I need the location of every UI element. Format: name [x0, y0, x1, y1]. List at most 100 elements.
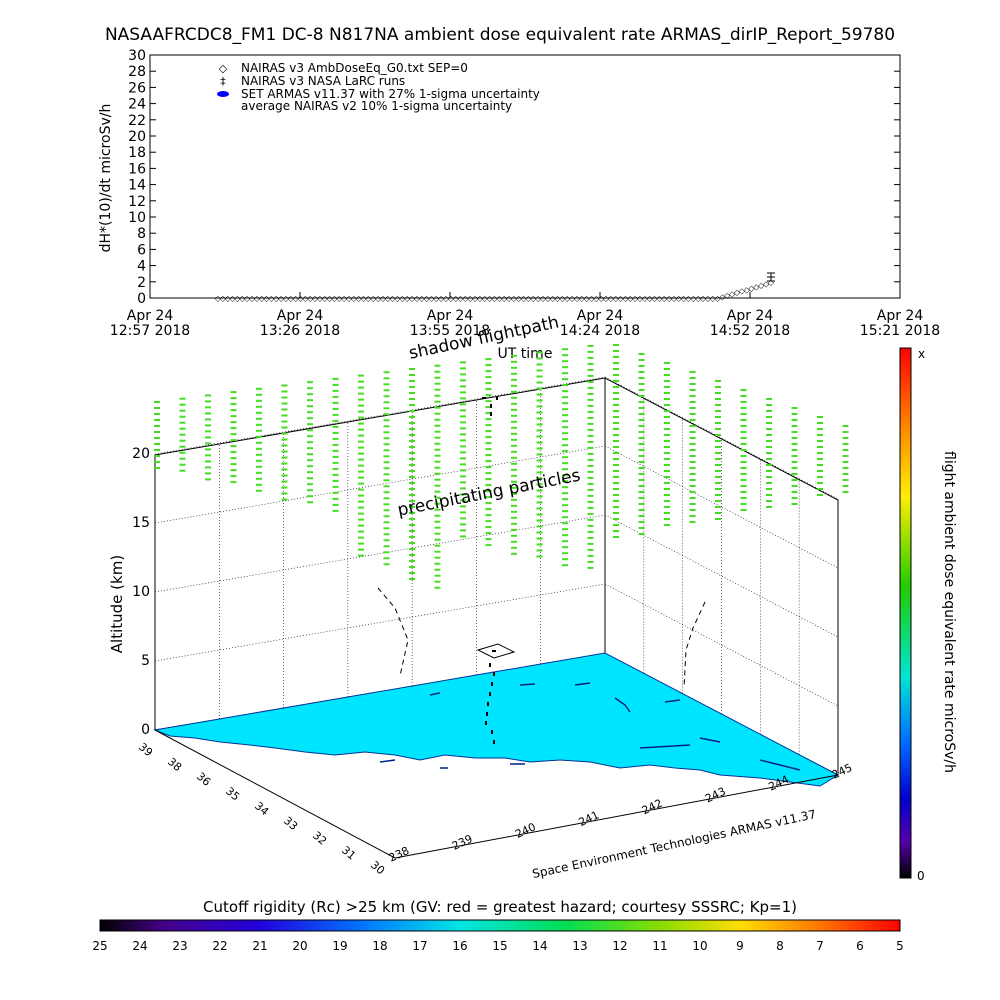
- x-tick-time: 15:21 2018: [860, 323, 940, 339]
- cutoff-tick-label: 11: [652, 939, 667, 953]
- data-point: ◇: [356, 294, 363, 303]
- legend-entry-armas: SET ARMAS v11.37 with 27% 1-sigma uncert…: [241, 87, 540, 101]
- data-point: ◇: [681, 294, 688, 303]
- altitude-tick: 20: [132, 446, 150, 462]
- shadow-flightpath-line: [377, 587, 706, 689]
- data-point: ◇: [593, 294, 600, 303]
- data-point: ◇: [603, 294, 610, 303]
- longitude-tick: 238: [387, 844, 412, 865]
- timeseries-data-points: ◇◇◇◇◇◇◇◇◇◇◇◇◇◇◇◇◇◇◇◇◇◇◇◇◇◇◇◇◇◇◇◇◇◇◇◇◇◇◇◇…: [215, 278, 775, 303]
- latitude-tick: 31: [339, 844, 358, 863]
- chart-title: NASAAFRCDC8_FM1 DC-8 N817NA ambient dose…: [105, 25, 895, 45]
- data-point: ◇: [438, 294, 445, 303]
- x-tick-date: Apr 24: [577, 308, 624, 324]
- data-point: ◇: [719, 293, 726, 302]
- latitude-tick: 30: [368, 858, 387, 877]
- y-tick-label: 28: [128, 64, 146, 80]
- data-point: ◇: [423, 294, 430, 303]
- data-point: ◇: [385, 294, 392, 303]
- data-point: ◇: [360, 294, 367, 303]
- y-tick-label: 26: [128, 80, 146, 96]
- data-point: ◇: [496, 294, 503, 303]
- data-point: ◇: [254, 294, 261, 303]
- data-point: ◇: [651, 294, 658, 303]
- altitude-label: Altitude (km): [108, 555, 126, 653]
- data-point: ◇: [225, 294, 232, 303]
- x-tick-time: 14:52 2018: [710, 323, 790, 339]
- legend-symbol-blue-dot: [217, 91, 229, 97]
- x-tick-time: 12:57 2018: [110, 323, 190, 339]
- right-wall-grid: [604, 376, 839, 755]
- flightpath-points: [476, 396, 516, 744]
- cutoff-tick-label: 8: [776, 939, 784, 953]
- data-point: ◇: [501, 294, 508, 303]
- x-tick-time: 13:26 2018: [260, 323, 340, 339]
- armas-credit: Space Environment Technologies ARMAS v11…: [531, 807, 817, 881]
- data-point: ◇: [346, 294, 353, 303]
- colorbar-top-label: x: [918, 347, 925, 361]
- data-point: ◇: [487, 294, 494, 303]
- data-point: ◇: [637, 294, 644, 303]
- data-point: ◇: [331, 294, 338, 303]
- front-left-axis: [154, 729, 396, 859]
- data-point: ◇: [569, 294, 576, 303]
- x-tick-date: Apr 24: [277, 308, 324, 324]
- x-tick-date: Apr 24: [727, 308, 774, 324]
- data-point: ◇: [724, 291, 731, 300]
- colorbar-label: flight ambient dose equivalent rate micr…: [941, 451, 957, 773]
- dose-rate-columns: [154, 344, 849, 589]
- data-point: ◇: [462, 294, 469, 303]
- altitude-tick: 10: [132, 584, 150, 600]
- legend-entry-nairas-v2: average NAIRAS v2 10% 1-sigma uncertaint…: [241, 99, 512, 113]
- cutoff-tick-label: 20: [292, 939, 307, 953]
- data-point: ◇: [734, 288, 741, 297]
- data-point: ◇: [239, 294, 246, 303]
- data-point: ◇: [220, 294, 227, 303]
- data-point: ◇: [579, 294, 586, 303]
- data-point: ◇: [714, 294, 721, 303]
- cutoff-tick-label: 7: [816, 939, 824, 953]
- data-point: ◇: [390, 294, 397, 303]
- y-tick-label: 12: [128, 194, 146, 210]
- grid-line: [154, 376, 606, 455]
- y-tick-label: 20: [128, 129, 146, 145]
- y-tick-label: 4: [137, 259, 146, 275]
- cutoff-tick-label: 24: [132, 939, 147, 953]
- data-point: ◇: [249, 294, 256, 303]
- data-point: ◇: [409, 294, 416, 303]
- data-point: ◇: [365, 294, 372, 303]
- latitude-axis: 39 38 36 35 34 33 32 31 30: [136, 740, 387, 877]
- cutoff-tick-label: 19: [332, 939, 347, 953]
- cutoff-tick-label: 6: [856, 939, 864, 953]
- data-point: ◇: [278, 294, 285, 303]
- data-point: ◇: [661, 294, 668, 303]
- data-point: ◇: [375, 294, 382, 303]
- y-tick-label: 22: [128, 113, 146, 129]
- cutoff-tick-label: 14: [532, 939, 547, 953]
- data-point: ◇: [530, 294, 537, 303]
- cutoff-tick-label: 12: [612, 939, 627, 953]
- data-point: ◇: [666, 294, 673, 303]
- data-point: ◇: [748, 284, 755, 293]
- data-point: ◇: [302, 294, 309, 303]
- timeseries-x-label: UT time: [498, 346, 553, 362]
- data-point: ◇: [312, 294, 319, 303]
- latitude-tick: 35: [223, 785, 242, 804]
- left-wall-grid: [154, 376, 606, 719]
- data-point: ◇: [404, 294, 411, 303]
- data-point: ◇: [753, 282, 760, 291]
- cutoff-tick-label: 15: [492, 939, 507, 953]
- data-point: ◇: [414, 294, 421, 303]
- data-point: ◇: [457, 294, 464, 303]
- data-point: ◇: [671, 294, 678, 303]
- latitude-tick: 34: [252, 799, 271, 818]
- data-point: ◇: [710, 294, 717, 303]
- cutoff-tick-label: 16: [452, 939, 467, 953]
- data-point: ◇: [326, 294, 333, 303]
- data-point: ◇: [477, 294, 484, 303]
- perspective-plot: 0 5 10 15 20 Altitude (km): [108, 312, 854, 881]
- data-point: ◇: [554, 294, 561, 303]
- data-point: ◇: [336, 294, 343, 303]
